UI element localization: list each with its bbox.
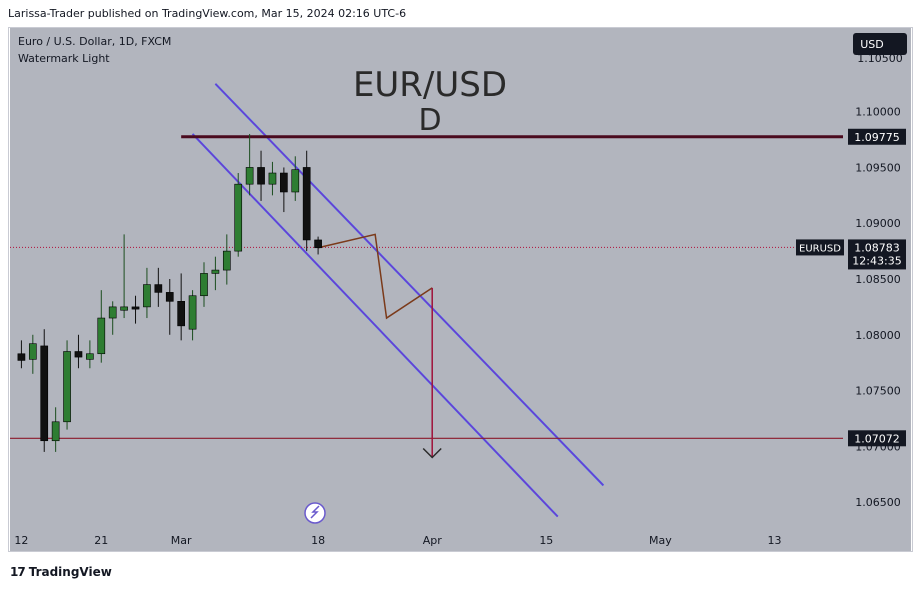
y-tick-top-partial: 1.10500 — [857, 52, 903, 65]
y-tick-label: 1.10000 — [855, 106, 901, 119]
candle-body — [188, 295, 197, 330]
chart-frame — [8, 27, 913, 552]
bolt-icon — [310, 505, 320, 519]
y-tick-label: 1.09000 — [855, 217, 901, 230]
candle-body — [234, 183, 243, 252]
candle-body — [268, 172, 277, 185]
resistance-price-label-box — [848, 128, 906, 145]
channel-upper-inner-line — [215, 83, 604, 486]
y-tick-label: 1.08500 — [855, 273, 901, 286]
candle-body — [51, 421, 60, 442]
support-price-label-box — [848, 430, 906, 447]
candle-body — [97, 317, 106, 355]
drawing-layer — [10, 83, 843, 518]
last-price-box — [848, 239, 906, 270]
resistance-price-label: 1.09775 — [854, 131, 900, 144]
watermark-label: Watermark Light — [18, 52, 110, 65]
x-tick-label: 18 — [311, 534, 325, 547]
footer-brand[interactable]: 17 TradingView — [10, 565, 112, 579]
candle-body — [28, 343, 37, 360]
y-tick-label: 1.08000 — [855, 329, 901, 342]
candle-body — [154, 284, 163, 293]
candles-layer — [17, 133, 322, 452]
chart-big-title: EUR/USD — [353, 65, 507, 105]
candle-body — [143, 284, 151, 308]
candle-body — [74, 351, 83, 358]
chart-big-subtitle: D — [418, 103, 441, 138]
axis-labels-layer: 1.10000 1.09500 1.09000 1.08500 1.08000 1.075… — [14, 106, 906, 547]
x-tick-label: 13 — [768, 534, 782, 547]
candle-body — [245, 167, 254, 185]
time-axis-background — [10, 530, 843, 551]
tradingview-logo-icon: 17 — [10, 565, 26, 579]
plot-background — [10, 28, 843, 530]
y-tick-label: 1.06500 — [855, 496, 901, 509]
channel-lower-inner-line — [192, 133, 559, 517]
countdown-label: 12:43:35 — [852, 254, 901, 267]
candle-body — [200, 273, 208, 297]
symbol-tag-box — [796, 239, 844, 256]
candle-body — [222, 250, 231, 271]
x-tick-label: 12 — [14, 534, 28, 547]
last-price-label: 1.08783 — [854, 241, 900, 254]
candle-body — [177, 301, 186, 327]
target-arrow-head — [422, 447, 442, 459]
x-tick-label: May — [649, 534, 672, 547]
tradingview-logo-button[interactable] — [304, 502, 326, 524]
candle-body — [131, 306, 140, 310]
candle-body — [257, 167, 265, 185]
footer-brand-label: TradingView — [28, 565, 112, 579]
symbol-line: Euro / U.S. Dollar, 1D, FXCM — [18, 35, 171, 48]
candle-body — [211, 269, 220, 274]
x-tick-label: Apr — [423, 534, 443, 547]
candle-body — [86, 353, 94, 360]
candle-body — [120, 306, 128, 311]
x-tick-label: 15 — [539, 534, 553, 547]
candle-body — [108, 306, 117, 319]
y-tick-label: 1.07500 — [855, 385, 901, 398]
candle-body — [165, 292, 174, 302]
price-axis-background — [843, 28, 911, 551]
candle-body — [291, 169, 300, 193]
publisher-line: Larissa-Trader published on TradingView.… — [8, 7, 407, 20]
candle-body — [17, 353, 26, 361]
candle-body — [314, 239, 322, 249]
candle-body — [63, 351, 71, 423]
symbol-tag: EURUSD — [799, 243, 841, 254]
candle-body — [302, 167, 311, 241]
candle-body — [40, 345, 49, 442]
currency-badge[interactable]: USD — [853, 33, 907, 55]
x-tick-label: 21 — [94, 534, 108, 547]
y-tick-label: 1.09500 — [855, 161, 901, 174]
x-tick-label: Mar — [171, 534, 192, 547]
currency-badge-label: USD — [860, 38, 884, 51]
support-price-label: 1.07072 — [854, 432, 900, 445]
projection-path — [317, 233, 433, 320]
candle-body — [280, 172, 288, 193]
